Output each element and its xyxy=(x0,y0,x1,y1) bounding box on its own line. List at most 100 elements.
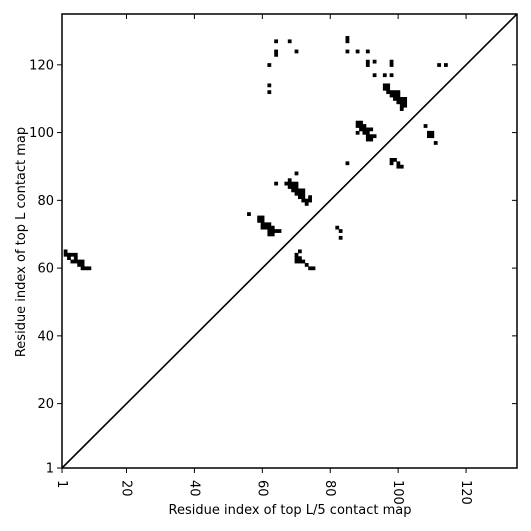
contact-point xyxy=(389,157,394,162)
contact-point xyxy=(430,130,435,135)
contact-point xyxy=(270,232,275,237)
contact-point xyxy=(294,185,299,189)
contact-point xyxy=(396,164,401,169)
contact-point xyxy=(73,259,78,264)
contact-point xyxy=(389,73,394,78)
diagonal-line xyxy=(61,13,518,469)
contact-point xyxy=(338,235,343,240)
x-tick-label: 120 xyxy=(458,480,473,505)
contact-point xyxy=(291,185,295,189)
contact-point xyxy=(393,97,397,101)
contact-point xyxy=(301,195,306,200)
contact-point xyxy=(403,103,408,108)
contact-point xyxy=(365,49,370,54)
contact-point xyxy=(399,164,404,169)
contact-point xyxy=(267,63,272,67)
contact-point xyxy=(270,229,275,233)
contact-point xyxy=(308,266,312,271)
contact-point xyxy=(355,49,360,54)
contact-point xyxy=(427,130,431,135)
contact-point xyxy=(365,63,370,67)
contact-point xyxy=(355,120,360,125)
contact-point xyxy=(311,266,316,271)
contact-point xyxy=(393,157,397,162)
contact-point xyxy=(287,185,292,189)
contact-point xyxy=(345,161,350,166)
x-tick-label: 1 xyxy=(54,480,69,488)
contact-point xyxy=(297,259,302,264)
contact-point xyxy=(294,49,299,54)
y-tick-label: 120 xyxy=(29,58,54,73)
contact-point xyxy=(308,198,312,203)
contact-point xyxy=(345,49,350,54)
contact-point xyxy=(297,249,302,254)
contact-point xyxy=(396,100,401,105)
contact-point xyxy=(382,83,387,88)
contact-point xyxy=(67,256,71,261)
contact-point xyxy=(297,256,302,261)
y-tick-label: 40 xyxy=(37,329,54,344)
y-tick-label: 20 xyxy=(37,397,54,412)
contact-point xyxy=(304,202,309,206)
contact-point xyxy=(287,178,292,183)
x-axis-label: Residue index of top L/5 contact map xyxy=(169,503,412,518)
contact-point xyxy=(70,259,75,264)
contact-point xyxy=(369,137,374,142)
contact-point xyxy=(345,36,350,40)
contact-point xyxy=(84,266,88,271)
contact-point xyxy=(267,222,272,227)
contact-point xyxy=(270,225,275,230)
contact-point xyxy=(389,93,394,98)
contact-point xyxy=(277,229,282,233)
contact-point xyxy=(389,90,394,95)
contact-point xyxy=(359,120,363,125)
contact-point xyxy=(80,259,85,264)
contact-point xyxy=(301,188,306,193)
contact-point xyxy=(294,256,299,261)
contact-point xyxy=(87,266,92,271)
y-axis-label: Residue index of top L contact map xyxy=(14,127,29,357)
contact-point xyxy=(304,263,309,267)
contact-point xyxy=(386,83,391,88)
contact-point xyxy=(433,141,438,145)
contact-point xyxy=(403,100,408,105)
contact-point xyxy=(304,198,309,203)
contact-point xyxy=(338,229,343,233)
plot-content xyxy=(61,13,518,469)
contact-point xyxy=(260,225,265,230)
contact-point xyxy=(297,188,302,193)
contact-point xyxy=(355,124,360,128)
contact-point xyxy=(284,181,289,186)
contact-point xyxy=(294,252,299,257)
contact-point xyxy=(365,59,370,64)
contact-point xyxy=(427,134,431,139)
x-tick-label: 20 xyxy=(119,480,134,497)
contact-point xyxy=(267,225,272,230)
contact-point xyxy=(365,130,370,135)
plot-frame xyxy=(61,13,518,469)
contact-point xyxy=(294,171,299,176)
contact-point xyxy=(297,191,302,196)
contact-point xyxy=(274,229,279,233)
contact-point xyxy=(260,218,265,223)
contact-point xyxy=(294,188,299,193)
contact-point xyxy=(257,215,262,220)
contact-point xyxy=(444,63,448,67)
contact-point xyxy=(359,124,363,128)
contact-point xyxy=(267,83,272,88)
x-tick-label: 80 xyxy=(322,480,337,497)
contact-point xyxy=(389,59,394,64)
contact-point xyxy=(372,134,377,139)
contact-point xyxy=(67,252,71,257)
contact-point xyxy=(362,124,367,128)
contact-point xyxy=(294,181,299,186)
contact-point xyxy=(77,263,82,267)
contact-point xyxy=(399,107,404,111)
contact-point xyxy=(345,39,350,44)
contact-point xyxy=(382,73,387,78)
contact-point xyxy=(393,93,397,98)
x-tick-label: 100 xyxy=(390,480,405,505)
contact-point xyxy=(287,181,292,186)
contact-point xyxy=(274,52,279,57)
x-tick-label: 40 xyxy=(186,480,201,497)
